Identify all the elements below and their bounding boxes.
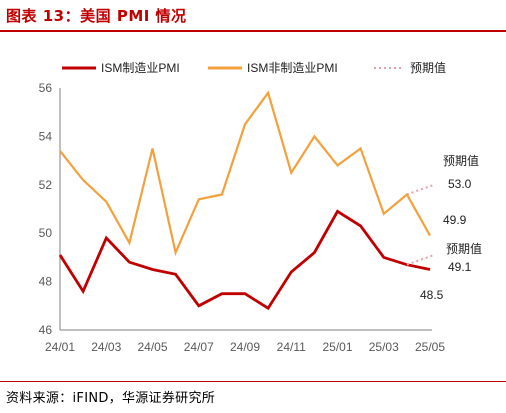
annotation-nonmfg-forecast-value: 53.0 <box>448 177 472 191</box>
annotations: 预期值 53.0 49.9 预期值 49.1 48.5 <box>420 153 482 302</box>
figure-title: 图表 13：美国 PMI 情况 <box>6 5 187 26</box>
x-tick-label: 24/07 <box>184 340 214 354</box>
source-note: 资料来源：iFIND，华源证券研究所 <box>6 387 215 406</box>
y-tick-labels: 46 48 50 52 54 56 <box>39 81 53 337</box>
annotation-mfg-actual: 48.5 <box>420 288 444 302</box>
y-tick-label: 56 <box>39 81 53 95</box>
x-tick-label: 24/03 <box>91 340 121 354</box>
annotation-mfg-forecast-value: 49.1 <box>448 260 472 274</box>
footer-divider <box>0 381 506 382</box>
annotation-nonmfg-actual: 49.9 <box>443 213 467 227</box>
series-line-nonmfg <box>60 93 430 253</box>
x-tick-labels: 24/01 24/03 24/05 24/07 24/09 24/11 25/01 25/03… <box>45 340 445 354</box>
annotation-mfg-forecast-label: 预期值 <box>446 241 482 256</box>
legend-label-mfg: ISM制造业PMI <box>101 61 180 75</box>
legend-label-forecast: 预期值 <box>410 60 446 75</box>
series-lines <box>60 93 430 308</box>
y-tick-label: 46 <box>39 323 53 337</box>
pmi-line-chart: ISM制造业PMI ISM非制造业PMI 预期值 46 48 50 52 54 56 24… <box>0 34 506 379</box>
series-line-mfg <box>60 211 430 308</box>
title-divider <box>0 30 506 32</box>
forecast-segment-nonmfg <box>407 185 434 195</box>
x-tick-label: 24/09 <box>230 340 260 354</box>
x-tick-label: 24/01 <box>45 340 75 354</box>
x-tick-label: 25/01 <box>322 340 352 354</box>
x-tick-label: 25/05 <box>415 340 445 354</box>
x-tick-label: 25/03 <box>369 340 399 354</box>
legend-label-nonmfg: ISM非制造业PMI <box>247 61 338 75</box>
y-tick-label: 48 <box>39 275 53 289</box>
y-tick-label: 50 <box>39 226 53 240</box>
y-tick-label: 52 <box>39 178 53 192</box>
y-tick-label: 54 <box>39 129 53 143</box>
annotation-nonmfg-forecast-label: 预期值 <box>443 153 479 168</box>
x-tick-label: 24/05 <box>137 340 167 354</box>
x-tick-label: 24/11 <box>277 340 306 354</box>
forecast-segment-mfg <box>407 255 434 265</box>
legend: ISM制造业PMI ISM非制造业PMI 预期值 <box>62 60 446 75</box>
forecast-lines <box>407 185 434 265</box>
